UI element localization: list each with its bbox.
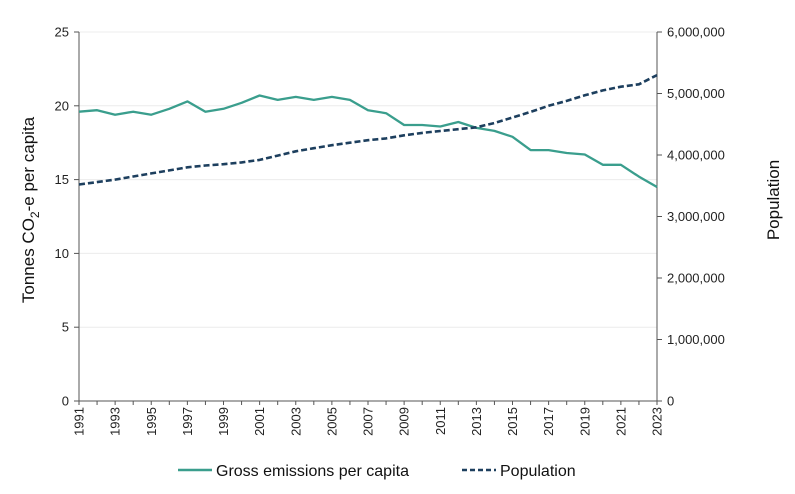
x-tick-label: 1999 bbox=[216, 407, 231, 436]
x-tick-label: 1995 bbox=[144, 407, 159, 436]
emissions-per-capita-line bbox=[78, 94, 658, 188]
x-tick-label: 2017 bbox=[541, 407, 556, 436]
population-line bbox=[78, 73, 658, 186]
x-tick-label: 2011 bbox=[433, 407, 448, 435]
series-layer bbox=[78, 73, 658, 188]
x-axis-ticks: 1991 1993 1995 1997 1999 2001 2003 2005 2007 2009… bbox=[72, 401, 665, 436]
x-tick-label: 2021 bbox=[613, 407, 628, 436]
x-tick-label: 2005 bbox=[324, 407, 339, 436]
x-tick-label: 2001 bbox=[252, 407, 267, 436]
right-tick-label: 5,000,000 bbox=[667, 86, 725, 101]
x-tick-label: 2013 bbox=[469, 407, 484, 436]
right-tick-label: 0 bbox=[667, 394, 674, 409]
x-tick-label: 2015 bbox=[505, 407, 520, 436]
right-tick-label: 3,000,000 bbox=[667, 209, 725, 224]
x-tick-label: 1993 bbox=[108, 407, 123, 436]
legend-label-emissions: Gross emissions per capita bbox=[216, 463, 409, 480]
axes bbox=[78, 32, 658, 402]
x-tick-label: 2009 bbox=[397, 407, 412, 436]
x-tick-label: 2003 bbox=[288, 407, 303, 436]
left-tick-label: 5 bbox=[62, 320, 69, 335]
left-axis-title: Tonnes CO2-e per capita bbox=[19, 116, 42, 303]
legend: Gross emissions per capita Population bbox=[178, 463, 576, 480]
x-tick-label: 2023 bbox=[650, 407, 665, 436]
left-tick-label: 20 bbox=[55, 98, 69, 113]
gridlines bbox=[79, 31, 657, 328]
right-tick-label: 2,000,000 bbox=[667, 271, 725, 286]
left-tick-label: 0 bbox=[62, 394, 69, 409]
left-tick-label: 25 bbox=[55, 25, 69, 40]
left-tick-label: 15 bbox=[55, 172, 69, 187]
x-tick-label: 1997 bbox=[180, 407, 195, 436]
right-tick-label: 4,000,000 bbox=[667, 148, 725, 163]
legend-label-population: Population bbox=[500, 463, 576, 480]
left-tick-label: 10 bbox=[55, 246, 69, 261]
right-axis-ticks: 0 1,000,000 2,000,000 3,000,000 4,000,000 5,0… bbox=[657, 25, 725, 409]
right-axis-title: Population bbox=[764, 160, 783, 240]
right-tick-label: 6,000,000 bbox=[667, 25, 725, 40]
x-tick-label: 1991 bbox=[72, 407, 87, 436]
x-tick-label: 2019 bbox=[577, 407, 592, 436]
right-tick-label: 1,000,000 bbox=[667, 332, 725, 347]
x-tick-label: 2007 bbox=[361, 407, 376, 436]
left-axis-ticks: 0 5 10 15 20 25 bbox=[55, 25, 79, 409]
